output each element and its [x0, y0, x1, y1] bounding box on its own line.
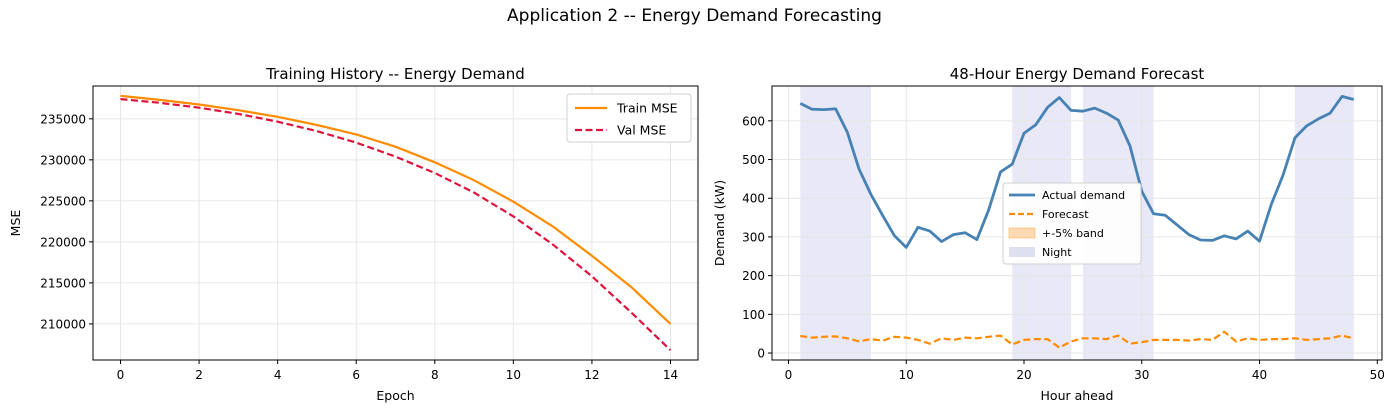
panel2-series-1-line	[799, 95, 1355, 249]
panel2-ytick-label-2: 200	[742, 269, 765, 283]
panel2-ytick-label-3: 300	[742, 230, 765, 244]
panel1-xtick-label-1: 2	[195, 368, 203, 382]
panel2-legend-swatch-2	[1008, 227, 1036, 239]
panel1-xlabel: Epoch	[376, 388, 414, 403]
panel2-xtick-label-4: 40	[1252, 368, 1267, 382]
panel1-xtick-label-0: 0	[117, 368, 125, 382]
panel2-ytick-label-5: 500	[742, 153, 765, 167]
panel1-ylabel: MSE	[8, 210, 23, 237]
panel2-legend-box	[1002, 182, 1142, 265]
panel1-ytick-label-4: 230000	[40, 153, 86, 167]
panel2-ytick-label-1: 100	[742, 308, 765, 322]
panel2-legend-label-2: +-5% band	[1042, 227, 1104, 240]
panel2-night-span-0	[800, 86, 871, 360]
panel1-axes-frame	[92, 85, 699, 361]
panel2-ytick-label-6: 600	[742, 114, 765, 128]
panel2-legend-label-3: Night	[1042, 246, 1072, 259]
figure-suptitle: Application 2 -- Energy Demand Forecasti…	[507, 6, 882, 26]
panel1-xtick-label-3: 6	[352, 368, 360, 382]
panel2-ylabel: Demand (kW)	[712, 180, 727, 266]
panel2-legend-label-1: Forecast	[1042, 208, 1089, 221]
panel2-axes-frame	[771, 85, 1383, 361]
panel1-series-2-line	[120, 98, 672, 351]
panel1-title: Training History -- Energy Demand	[265, 65, 525, 83]
panel2-xtick-label-1: 10	[899, 368, 914, 382]
panel2-xtick-label-0: 0	[785, 368, 793, 382]
panel1-xtick-label-5: 10	[506, 368, 521, 382]
panel2-xtick-label-2: 20	[1016, 368, 1031, 382]
panel1-ytick-label-0: 210000	[40, 317, 86, 331]
panel1-legend-label-0: Train MSE	[616, 101, 678, 116]
panel2-legend-label-0: Actual demand	[1042, 189, 1125, 202]
panel2-ytick-label-0: 0	[757, 347, 765, 361]
panel2-xtick-label-3: 30	[1134, 368, 1149, 382]
panel1-xtick-label-4: 8	[431, 368, 439, 382]
panel2-legend-swatch-3	[1009, 247, 1035, 257]
panel2-title: 48-Hour Energy Demand Forecast	[950, 65, 1205, 83]
panel2-xlabel: Hour ahead	[1041, 388, 1114, 403]
panel1-ytick-label-3: 225000	[40, 194, 86, 208]
panel2-xtick-label-5: 50	[1370, 368, 1385, 382]
panel1-xtick-label-6: 12	[584, 368, 599, 382]
panel1-xtick-label-7: 14	[663, 368, 678, 382]
panel2-series-2-line	[800, 330, 1354, 349]
panel1-series-1-line	[120, 94, 672, 325]
panel1-legend-label-1: Val MSE	[617, 123, 666, 138]
panel1-ytick-label-2: 220000	[40, 235, 86, 249]
panel1-ytick-label-5: 235000	[40, 112, 86, 126]
panel2-ytick-label-4: 400	[742, 192, 765, 206]
panel1-ytick-label-1: 215000	[40, 276, 86, 290]
panel1-xtick-label-2: 4	[274, 368, 282, 382]
